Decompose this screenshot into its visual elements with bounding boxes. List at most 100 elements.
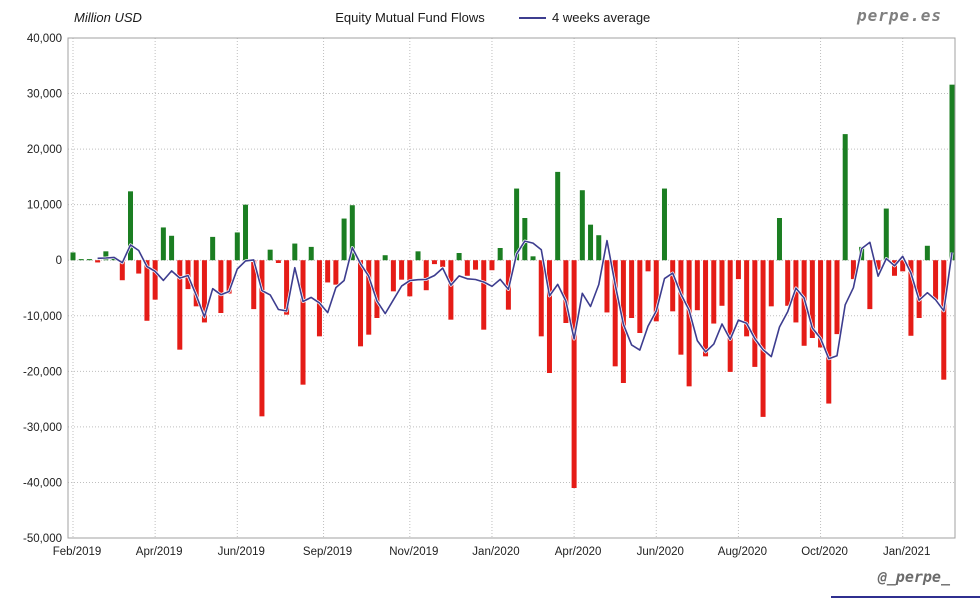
x-tick-label: Jun/2020 xyxy=(637,546,684,558)
flow-bar xyxy=(193,260,199,307)
flow-bar xyxy=(473,260,479,270)
flow-bar xyxy=(374,260,380,318)
y-tick-label: 30,000 xyxy=(27,89,62,101)
average-line-legend-swatch xyxy=(519,16,546,19)
y-tick-label: 40,000 xyxy=(27,33,62,45)
flow-bar xyxy=(210,236,216,261)
y-tick-label: -30,000 xyxy=(23,422,62,434)
flow-bar xyxy=(941,260,947,380)
flow-bar xyxy=(645,260,651,272)
flow-bar xyxy=(522,218,528,261)
flow-bar xyxy=(949,84,955,261)
flow-bar xyxy=(760,260,766,417)
flows-chart: 40,000 30,000 20,000 10,000 0 -10,000 -20,000 -… xyxy=(23,33,956,558)
x-tick-label: Apr/2019 xyxy=(136,546,183,558)
x-tick-label: Feb/2019 xyxy=(53,546,102,558)
flow-bar xyxy=(243,204,249,261)
flow-bar xyxy=(719,260,725,306)
flow-bar xyxy=(694,260,700,311)
flow-bar xyxy=(144,260,150,321)
flow-bar xyxy=(826,260,832,404)
legend-label: 4 weeks average xyxy=(552,10,651,25)
flow-bar xyxy=(686,260,692,387)
chart-title: Equity Mutual Fund Flows xyxy=(335,10,485,25)
x-tick-label: Nov/2019 xyxy=(389,546,438,558)
legend: 4 weeks average xyxy=(519,10,650,25)
flow-bar xyxy=(883,208,889,261)
flow-bar xyxy=(160,227,166,261)
flow-bar xyxy=(201,260,207,323)
flow-bar xyxy=(456,253,462,261)
flow-bar xyxy=(867,260,873,310)
flow-bar xyxy=(596,235,602,261)
flow-bar xyxy=(735,260,741,280)
flow-bar xyxy=(103,251,109,261)
flow-bar xyxy=(612,260,618,367)
flow-bar xyxy=(431,260,437,265)
flow-bar xyxy=(259,260,265,417)
x-tick-label: Oct/2020 xyxy=(801,546,848,558)
plot-border xyxy=(67,37,956,539)
y-tick-label: 10,000 xyxy=(27,200,62,212)
flow-bar xyxy=(809,260,815,338)
y-tick-label: 20,000 xyxy=(27,144,62,156)
flow-bar xyxy=(415,251,421,261)
flow-bar xyxy=(588,224,594,261)
flow-bar xyxy=(661,188,667,261)
flow-bar xyxy=(86,259,92,261)
flow-bar xyxy=(464,260,470,276)
flow-bar xyxy=(399,260,405,280)
flow-bar xyxy=(390,260,396,292)
y-tick-label: 0 xyxy=(56,255,62,267)
x-tick-label: Jan/2020 xyxy=(472,546,519,558)
x-tick-label: Jan/2021 xyxy=(883,546,930,558)
flow-bar xyxy=(711,260,717,324)
y-tick-label: -10,000 xyxy=(23,311,62,323)
flow-bar xyxy=(563,260,569,323)
flow-bar xyxy=(744,260,750,337)
flow-bar xyxy=(407,260,413,297)
flow-bar xyxy=(128,191,134,261)
flow-bar xyxy=(891,260,897,276)
flow-bar xyxy=(177,260,183,350)
flow-bar xyxy=(169,235,175,261)
flow-bar xyxy=(275,260,281,263)
flow-bar xyxy=(341,218,347,261)
twitter-handle: @_perpe_ xyxy=(877,568,950,586)
flow-bar xyxy=(571,260,577,488)
flow-bar xyxy=(78,259,84,261)
flow-bar xyxy=(325,260,331,283)
flow-bar xyxy=(785,260,791,306)
y-tick-label: -20,000 xyxy=(23,366,62,378)
flow-bar xyxy=(448,260,454,320)
site-logo: perpe.es xyxy=(856,6,942,25)
flow-bar xyxy=(292,243,298,261)
flow-bar xyxy=(933,260,939,300)
flow-bar xyxy=(538,260,544,337)
flow-bar xyxy=(226,260,232,294)
flow-bar xyxy=(366,260,372,335)
y-tick-label: -50,000 xyxy=(23,533,62,545)
x-tick-label: Jun/2019 xyxy=(218,546,265,558)
flow-bar xyxy=(842,134,848,261)
flow-bar xyxy=(300,260,306,385)
flow-bar xyxy=(924,245,930,261)
flow-bar xyxy=(653,260,659,322)
y-axis-unit-label: Million USD xyxy=(74,10,142,25)
flow-bar xyxy=(850,260,856,280)
flow-bar xyxy=(629,260,635,318)
footer-rule xyxy=(831,596,980,598)
flow-bar xyxy=(579,190,585,261)
flow-bar xyxy=(251,260,257,310)
flow-bar xyxy=(349,205,355,261)
flow-bar xyxy=(95,260,101,263)
flow-bar xyxy=(481,260,487,330)
flow-bar xyxy=(136,260,142,274)
flow-bar xyxy=(218,260,224,313)
flow-bar xyxy=(333,260,339,285)
x-tick-label: Sep/2019 xyxy=(303,546,352,558)
x-tick-label: Apr/2020 xyxy=(555,546,602,558)
flow-bar xyxy=(308,246,314,261)
flow-bar xyxy=(900,260,906,272)
